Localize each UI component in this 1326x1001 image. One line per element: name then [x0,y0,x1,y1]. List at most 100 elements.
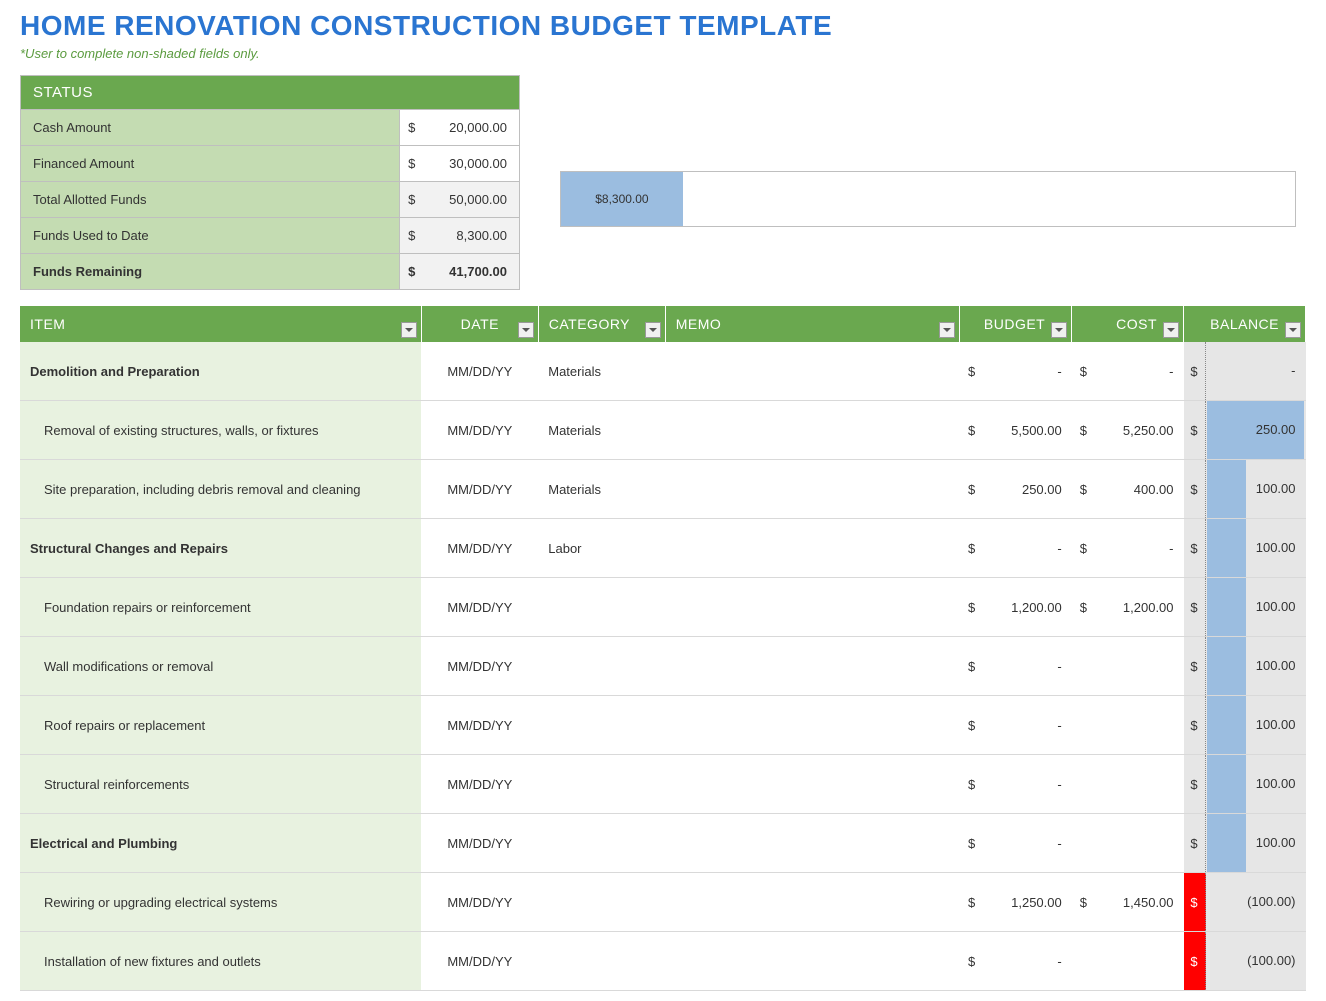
category-cell[interactable] [538,873,665,932]
memo-cell[interactable] [665,519,960,578]
col-item[interactable]: ITEM [20,306,421,342]
budget-cell[interactable]: $250.00 [960,460,1072,519]
cost-cell[interactable]: $400.00 [1072,460,1184,519]
item-cell[interactable]: Demolition and Preparation [20,342,421,401]
item-cell[interactable]: Site preparation, including debris remov… [20,460,421,519]
budget-cell[interactable]: $- [960,637,1072,696]
category-cell[interactable] [538,932,665,991]
category-cell[interactable] [538,814,665,873]
balance-cell: $(100.00) [1184,873,1306,932]
budget-cell[interactable]: $- [960,755,1072,814]
date-cell[interactable]: MM/DD/YY [421,342,538,401]
category-cell[interactable] [538,755,665,814]
budget-cell[interactable]: $5,500.00 [960,401,1072,460]
filter-icon[interactable] [401,322,417,338]
table-row: Wall modifications or removalMM/DD/YY $- $… [20,637,1306,696]
category-cell[interactable] [538,696,665,755]
category-cell[interactable]: Materials [538,401,665,460]
cost-cell[interactable]: $1,450.00 [1072,873,1184,932]
date-cell[interactable]: MM/DD/YY [421,460,538,519]
cost-cell[interactable] [1072,637,1184,696]
memo-cell[interactable] [665,460,960,519]
cost-cell[interactable]: $1,200.00 [1072,578,1184,637]
cost-cell[interactable] [1072,814,1184,873]
category-cell[interactable]: Materials [538,342,665,401]
date-cell[interactable]: MM/DD/YY [421,637,538,696]
status-header: STATUS [21,76,520,110]
table-row: Removal of existing structures, walls, o… [20,401,1306,460]
memo-cell[interactable] [665,755,960,814]
date-cell[interactable]: MM/DD/YY [421,814,538,873]
col-memo[interactable]: MEMO [665,306,960,342]
date-cell[interactable]: MM/DD/YY [421,932,538,991]
memo-cell[interactable] [665,696,960,755]
table-row: Rewiring or upgrading electrical systems… [20,873,1306,932]
item-cell[interactable]: Roof repairs or replacement [20,696,421,755]
status-value[interactable]: $20,000.00 [400,110,520,146]
filter-icon[interactable] [1285,322,1301,338]
item-cell[interactable]: Structural reinforcements [20,755,421,814]
category-cell[interactable]: Labor [538,519,665,578]
category-cell[interactable] [538,637,665,696]
memo-cell[interactable] [665,814,960,873]
filter-icon[interactable] [1163,322,1179,338]
date-cell[interactable]: MM/DD/YY [421,519,538,578]
item-cell[interactable]: Installation of new fixtures and outlets [20,932,421,991]
cost-cell[interactable] [1072,932,1184,991]
item-cell[interactable]: Structural Changes and Repairs [20,519,421,578]
date-cell[interactable]: MM/DD/YY [421,578,538,637]
budget-cell[interactable]: $- [960,814,1072,873]
filter-icon[interactable] [939,322,955,338]
col-balance[interactable]: BALANCE [1184,306,1306,342]
col-budget[interactable]: BUDGET [960,306,1072,342]
status-value[interactable]: $30,000.00 [400,146,520,182]
date-cell[interactable]: MM/DD/YY [421,873,538,932]
filter-icon[interactable] [518,322,534,338]
memo-cell[interactable] [665,342,960,401]
filter-icon[interactable] [1051,322,1067,338]
cost-cell[interactable]: $- [1072,342,1184,401]
status-value: $8,300.00 [400,218,520,254]
memo-cell[interactable] [665,873,960,932]
cost-cell[interactable]: $- [1072,519,1184,578]
item-cell[interactable]: Electrical and Plumbing [20,814,421,873]
category-cell[interactable] [538,578,665,637]
item-cell[interactable]: Wall modifications or removal [20,637,421,696]
budget-cell[interactable]: $- [960,342,1072,401]
item-cell[interactable]: Removal of existing structures, walls, o… [20,401,421,460]
filter-icon[interactable] [645,322,661,338]
balance-cell: $100.00 [1184,519,1306,578]
cost-cell[interactable]: $5,250.00 [1072,401,1184,460]
col-date-label: DATE [461,316,499,332]
memo-cell[interactable] [665,637,960,696]
balance-cell: $(100.00) [1184,932,1306,991]
balance-cell: $100.00 [1184,637,1306,696]
col-cost[interactable]: COST [1072,306,1184,342]
col-category[interactable]: CATEGORY [538,306,665,342]
status-row: Total Allotted Funds$50,000.00 [21,182,520,218]
cost-cell[interactable] [1072,755,1184,814]
cost-cell[interactable] [1072,696,1184,755]
memo-cell[interactable] [665,401,960,460]
budget-cell[interactable]: $- [960,696,1072,755]
budget-cell[interactable]: $- [960,519,1072,578]
category-cell[interactable]: Materials [538,460,665,519]
balance-cell: $250.00 [1184,401,1306,460]
balance-cell: $100.00 [1184,814,1306,873]
item-cell[interactable]: Foundation repairs or reinforcement [20,578,421,637]
col-date[interactable]: DATE [421,306,538,342]
status-row: Funds Remaining$41,700.00 [21,254,520,290]
memo-cell[interactable] [665,932,960,991]
date-cell[interactable]: MM/DD/YY [421,696,538,755]
budget-cell[interactable]: $1,250.00 [960,873,1072,932]
item-cell[interactable]: Rewiring or upgrading electrical systems [20,873,421,932]
date-cell[interactable]: MM/DD/YY [421,755,538,814]
balance-cell: $100.00 [1184,578,1306,637]
memo-cell[interactable] [665,578,960,637]
table-row: Structural Changes and RepairsMM/DD/YYLa… [20,519,1306,578]
status-row: Financed Amount$30,000.00 [21,146,520,182]
balance-cell: $- [1184,342,1306,401]
budget-cell[interactable]: $- [960,932,1072,991]
date-cell[interactable]: MM/DD/YY [421,401,538,460]
budget-cell[interactable]: $1,200.00 [960,578,1072,637]
